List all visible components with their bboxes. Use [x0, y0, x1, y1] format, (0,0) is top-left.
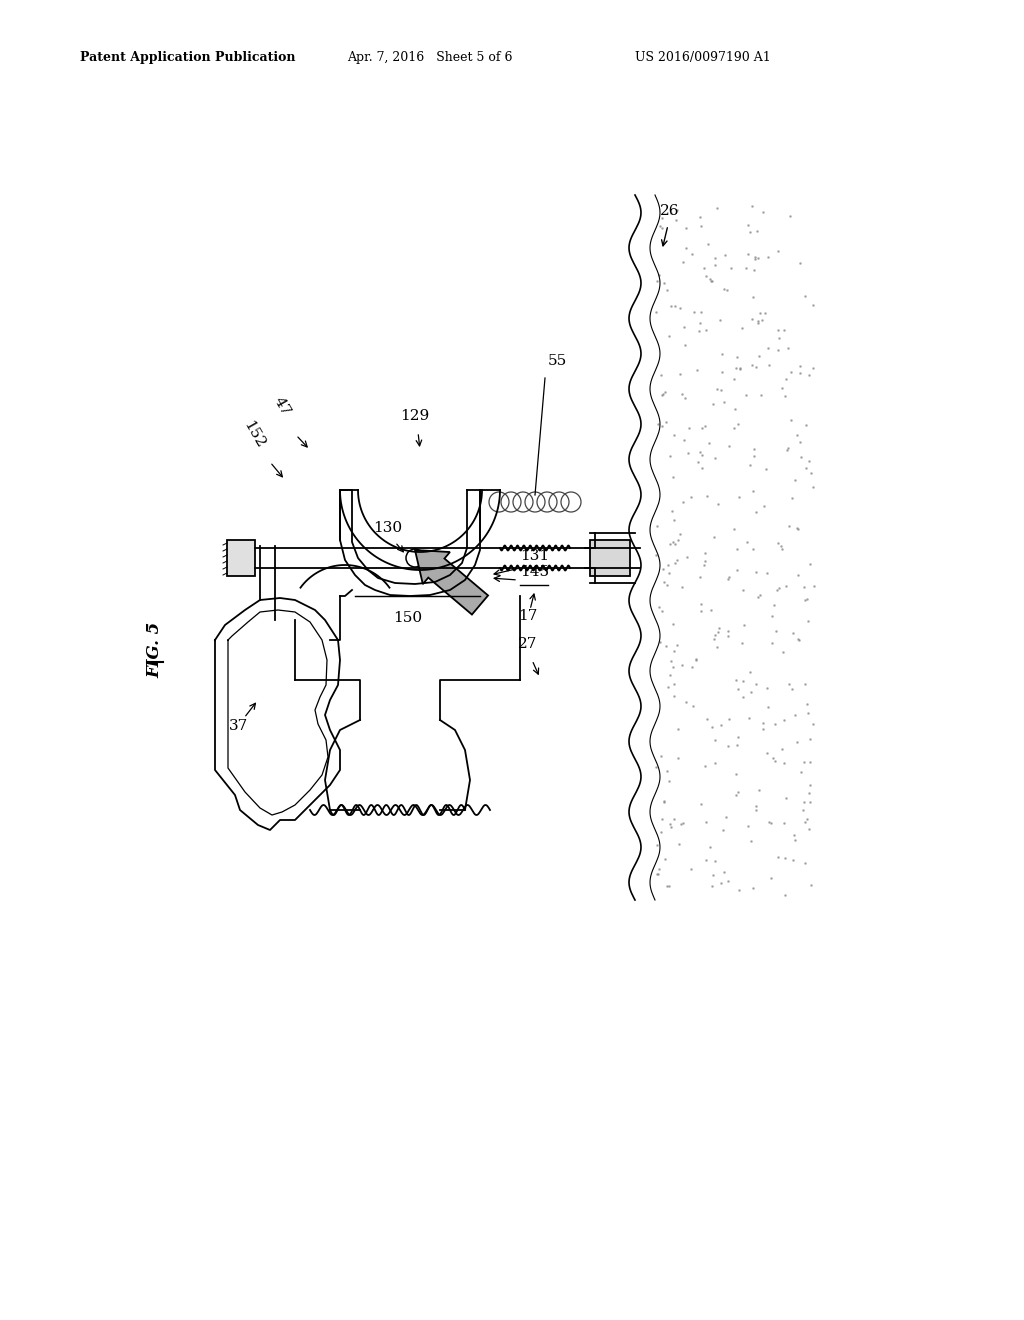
Text: US 2016/0097190 A1: US 2016/0097190 A1: [635, 51, 771, 65]
Text: 152: 152: [241, 418, 267, 451]
Text: 55: 55: [548, 354, 566, 368]
Text: 37: 37: [228, 719, 248, 733]
Text: 150: 150: [393, 611, 423, 624]
Text: 27: 27: [518, 638, 538, 651]
Text: FIG. 5: FIG. 5: [146, 622, 164, 678]
FancyArrow shape: [415, 550, 488, 615]
Text: 130: 130: [374, 521, 402, 535]
Text: Patent Application Publication: Patent Application Publication: [80, 51, 296, 65]
Text: 131: 131: [520, 549, 549, 564]
Text: 47: 47: [271, 395, 293, 418]
Text: 129: 129: [400, 409, 430, 422]
Text: 26: 26: [660, 205, 680, 218]
Text: 145: 145: [520, 565, 549, 579]
Bar: [227, 540, 255, 576]
Text: 17: 17: [518, 609, 538, 623]
Text: Apr. 7, 2016   Sheet 5 of 6: Apr. 7, 2016 Sheet 5 of 6: [347, 51, 513, 65]
Bar: [590, 540, 630, 576]
